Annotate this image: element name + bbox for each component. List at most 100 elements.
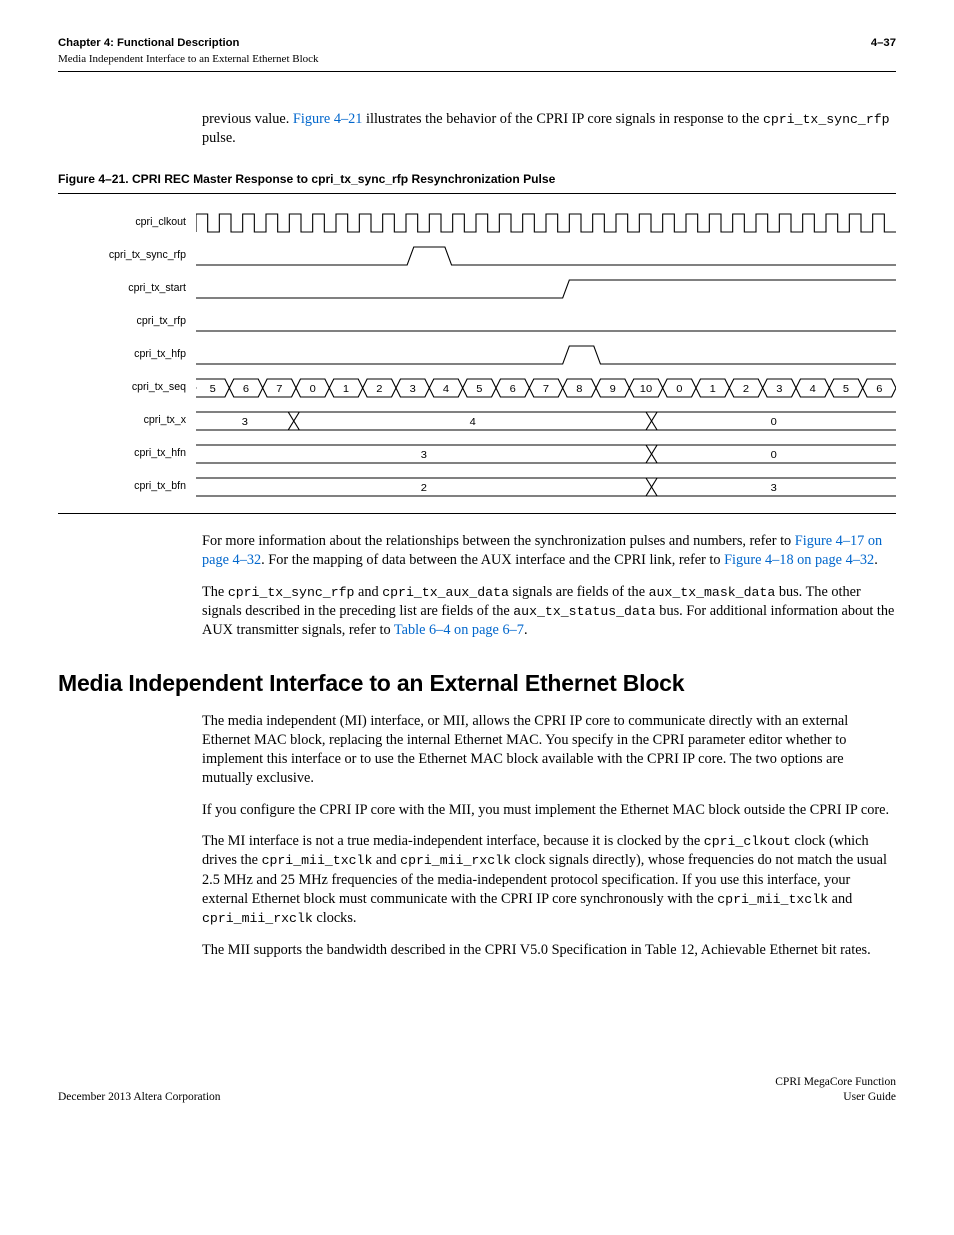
svg-text:5: 5 — [476, 383, 482, 394]
signal-row: cpri_tx_hfp — [58, 338, 896, 371]
paragraph: The MII supports the bandwidth described… — [202, 941, 896, 960]
svg-text:7: 7 — [543, 383, 549, 394]
svg-text:1: 1 — [710, 383, 716, 394]
signal-row: cpri_tx_rfp — [58, 305, 896, 338]
signal-label: cpri_clkout — [58, 215, 196, 229]
signal-label: cpri_tx_start — [58, 281, 196, 295]
paragraph: The cpri_tx_sync_rfp and cpri_tx_aux_dat… — [202, 583, 896, 641]
svg-text:5: 5 — [210, 383, 216, 394]
signal-wave: 5 6 7 0 1 2 3 4 5 6 7 8 9 10 0 1 2 3 4 5 6 — [196, 373, 896, 403]
svg-text:3: 3 — [410, 383, 416, 394]
text: For more information about the relations… — [202, 533, 795, 549]
signal-wave: 3 4 0 — [196, 406, 896, 436]
signal-label: cpri_tx_seq — [58, 380, 196, 394]
svg-text:6: 6 — [510, 383, 516, 394]
signal-wave — [196, 274, 896, 304]
figure-ref-link[interactable]: Figure 4–18 on page 4–32 — [724, 552, 874, 568]
paragraph: The MI interface is not a true media-ind… — [202, 832, 896, 928]
signal-label: cpri_tx_hfn — [58, 446, 196, 460]
signal-name: cpri_clkout — [704, 834, 791, 849]
signal-name: cpri_mii_rxclk — [202, 911, 313, 926]
signal-row: cpri_tx_start — [58, 272, 896, 305]
signal-wave — [196, 241, 896, 271]
signal-name: cpri_tx_aux_data — [382, 585, 509, 600]
svg-text:4: 4 — [470, 416, 476, 427]
figure-caption: Figure 4–21. CPRI REC Master Response to… — [58, 171, 896, 194]
svg-text:0: 0 — [676, 383, 682, 394]
text: The — [202, 584, 228, 600]
signal-wave — [196, 340, 896, 370]
signal-wave — [196, 208, 896, 238]
signal-row: cpri_tx_x 3 4 0 — [58, 404, 896, 437]
svg-text:10: 10 — [640, 383, 652, 394]
svg-text:0: 0 — [771, 416, 777, 427]
svg-text:3: 3 — [771, 482, 777, 493]
svg-text:8: 8 — [576, 383, 582, 394]
signal-label: cpri_tx_bfn — [58, 479, 196, 493]
signal-label: cpri_tx_rfp — [58, 314, 196, 328]
signal-row: cpri_tx_sync_rfp — [58, 239, 896, 272]
svg-text:7: 7 — [276, 383, 282, 394]
signal-name: aux_tx_mask_data — [649, 585, 776, 600]
svg-text:2: 2 — [376, 383, 382, 394]
signal-label: cpri_tx_sync_rfp — [58, 248, 196, 262]
svg-text:3: 3 — [776, 383, 782, 394]
header-subtitle: Media Independent Interface to an Extern… — [58, 52, 896, 67]
footer-right-1: CPRI MegaCore Function — [775, 1075, 896, 1091]
text: . For the mapping of data between the AU… — [261, 552, 724, 568]
section-heading: Media Independent Interface to an Extern… — [58, 668, 896, 699]
text: and — [372, 852, 400, 868]
text: signals are fields of the — [509, 584, 649, 600]
svg-text:4: 4 — [443, 383, 449, 394]
signal-wave: 30 — [196, 439, 896, 469]
text: and — [828, 891, 852, 907]
signal-name: cpri_mii_txclk — [262, 853, 373, 868]
paragraph: The media independent (MI) interface, or… — [202, 712, 896, 789]
svg-text:0: 0 — [771, 449, 777, 460]
signal-label: cpri_tx_hfp — [58, 347, 196, 361]
svg-text:3: 3 — [242, 416, 248, 427]
paragraph: If you configure the CPRI IP core with t… — [202, 801, 896, 820]
signal-name: cpri_tx_sync_rfp — [763, 112, 890, 127]
paragraph: For more information about the relations… — [202, 532, 896, 571]
footer-left: December 2013 Altera Corporation — [58, 1090, 221, 1106]
signal-label: cpri_tx_x — [58, 413, 196, 427]
text: illustrates the behavior of the CPRI IP … — [362, 111, 763, 127]
text: clocks. — [313, 910, 357, 926]
signal-row: cpri_clkout — [58, 206, 896, 239]
svg-text:5: 5 — [843, 383, 849, 394]
signal-name: aux_tx_status_data — [513, 604, 655, 619]
svg-text:3: 3 — [421, 449, 427, 460]
text: pulse. — [202, 130, 236, 146]
text: . — [524, 622, 528, 638]
timing-diagram: cpri_clkout cpri_tx_sync_rfp cpri_tx_start… — [58, 194, 896, 514]
svg-text:4: 4 — [810, 383, 816, 394]
figure-ref-link[interactable]: Figure 4–21 — [293, 111, 363, 127]
text: previous value. — [202, 111, 293, 127]
footer-right-2: User Guide — [775, 1090, 896, 1106]
svg-text:2: 2 — [421, 482, 427, 493]
signal-row: cpri_tx_seq 5 6 7 0 1 2 3 4 5 6 7 8 9 10 0 1 2 3 4 5 6 — [58, 371, 896, 404]
svg-text:9: 9 — [610, 383, 616, 394]
svg-text:6: 6 — [243, 383, 249, 394]
page-number: 4–37 — [871, 36, 896, 51]
signal-name: cpri_tx_sync_rfp — [228, 585, 355, 600]
signal-wave: 23 — [196, 472, 896, 502]
svg-text:1: 1 — [343, 383, 349, 394]
signal-wave — [196, 307, 896, 337]
svg-text:2: 2 — [743, 383, 749, 394]
signal-name: cpri_mii_rxclk — [400, 853, 511, 868]
page-header: Chapter 4: Functional Description 4–37 M… — [58, 36, 896, 72]
table-ref-link[interactable]: Table 6–4 on page 6–7 — [394, 622, 524, 638]
page-footer: December 2013 Altera Corporation CPRI Me… — [58, 1075, 896, 1106]
header-rule — [58, 71, 896, 72]
text: and — [354, 584, 382, 600]
chapter-label: Chapter 4: Functional Description — [58, 36, 239, 51]
signal-row: cpri_tx_bfn23 — [58, 470, 896, 503]
svg-text:6: 6 — [876, 383, 882, 394]
text: The MI interface is not a true media-ind… — [202, 833, 704, 849]
svg-text:0: 0 — [310, 383, 316, 394]
signal-name: cpri_mii_txclk — [717, 892, 828, 907]
text: . — [874, 552, 878, 568]
intro-paragraph: previous value. Figure 4–21 illustrates … — [202, 110, 896, 149]
